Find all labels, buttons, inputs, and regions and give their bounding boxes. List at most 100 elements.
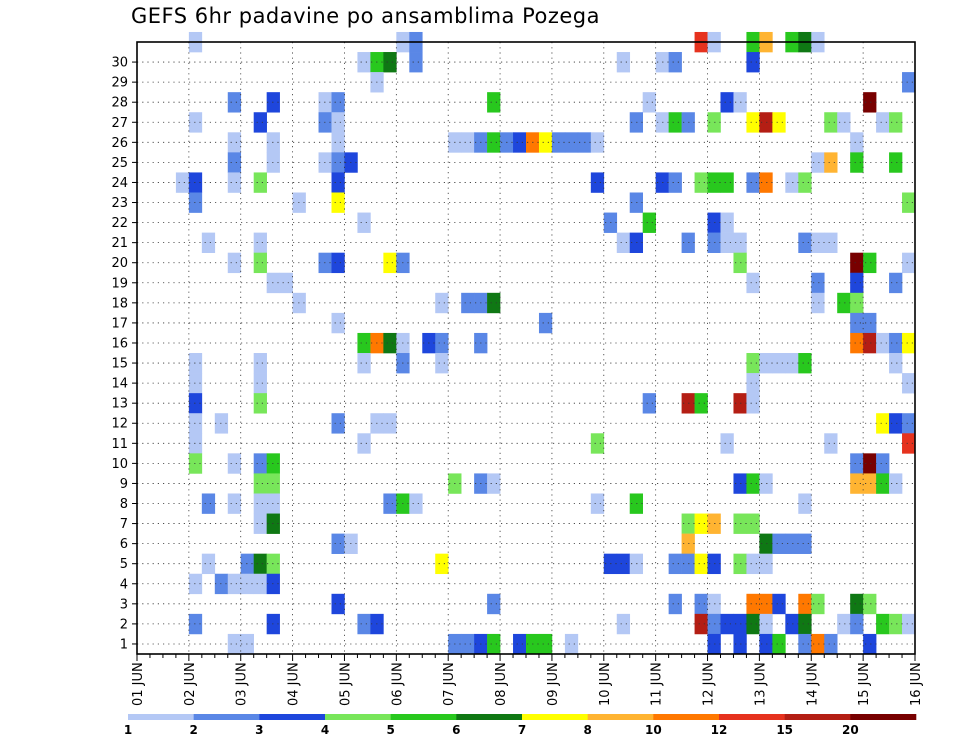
heatmap-cell (746, 373, 760, 394)
heatmap-cell (279, 272, 293, 294)
heatmap-cell (837, 112, 851, 133)
heatmap-cell (876, 613, 890, 635)
heatmap-cell (616, 553, 631, 575)
y-tick-label: 2 (120, 617, 128, 632)
heatmap-cell (759, 533, 773, 554)
colorbar-label: 3 (255, 723, 263, 737)
heatmap-cell (435, 292, 449, 314)
heatmap-cell (383, 332, 397, 354)
colorbar-legend: 1 2 3 4 5 6 7 8 10 12 15 20 (124, 714, 917, 737)
heatmap-cell (590, 172, 605, 193)
heatmap-cell (876, 112, 890, 133)
heatmap-cell (513, 633, 527, 655)
heatmap-cell (902, 192, 916, 213)
heatmap-cell (253, 232, 267, 253)
heatmap-cell (188, 112, 203, 133)
heatmap-cell (811, 232, 825, 253)
heatmap-cell (487, 473, 501, 494)
colorbar-label: 1 (124, 723, 132, 737)
y-tick-label: 15 (111, 357, 128, 372)
heatmap-cell (889, 413, 903, 434)
heatmap-cell (837, 613, 851, 635)
heatmap-cell (707, 553, 721, 575)
heatmap-cell (850, 272, 864, 294)
heatmap-cell (863, 312, 877, 334)
heatmap-cell (694, 553, 708, 575)
y-tick-label: 18 (111, 296, 128, 311)
colorbar-swatch (719, 714, 785, 720)
heatmap-cell (707, 172, 721, 193)
heatmap-cell (746, 613, 760, 635)
heatmap-cell (746, 52, 760, 73)
y-tick-label: 7 (120, 517, 128, 532)
colorbar-label: 2 (189, 723, 197, 737)
heatmap-cell (733, 232, 747, 253)
heatmap-cell (253, 252, 267, 274)
y-tick-label: 14 (111, 377, 128, 392)
x-tick-label: 15 JUN (857, 662, 872, 706)
heatmap-cell (746, 473, 760, 494)
heatmap-cell (811, 152, 825, 173)
heatmap-cell (668, 172, 682, 193)
heatmap-cell (227, 132, 242, 153)
y-tick-label: 5 (120, 557, 128, 572)
heatmap-cell (902, 332, 916, 354)
colorbar-swatch (784, 714, 851, 720)
heatmap-cell (850, 473, 864, 494)
y-tick-label: 10 (111, 457, 128, 472)
y-tick-label: 17 (111, 316, 128, 331)
heatmap-cell (902, 373, 916, 394)
heatmap-cell (876, 453, 890, 474)
heatmap-cell (227, 252, 242, 274)
y-tick-label: 28 (111, 96, 128, 111)
heatmap-cell (850, 593, 864, 615)
heatmap-cell (824, 433, 838, 454)
x-tick-label: 03 JUN (235, 662, 250, 706)
heatmap-cell (253, 373, 267, 394)
heatmap-cell (227, 92, 242, 113)
heatmap-cell (733, 613, 747, 635)
heatmap-cell (188, 613, 203, 635)
heatmap-cell (357, 52, 371, 73)
heatmap-cell (785, 533, 799, 554)
heatmap-cell (253, 473, 267, 494)
heatmap-cell (331, 312, 345, 334)
heatmap-cell (188, 393, 203, 414)
heatmap-cell (383, 52, 397, 73)
cells-layer (175, 31, 916, 655)
heatmap-cell (564, 132, 579, 153)
heatmap-cell (733, 252, 747, 274)
heatmap-cell (863, 92, 877, 113)
heatmap-cell (331, 413, 345, 434)
heatmap-cell (707, 613, 721, 635)
heatmap-cell (850, 292, 864, 314)
heatmap-cell (357, 353, 371, 374)
heatmap-cell (863, 453, 877, 474)
heatmap-cell (850, 312, 864, 334)
heatmap-cell (889, 112, 903, 133)
heatmap-cell (746, 393, 760, 414)
y-tick-label: 25 (111, 156, 128, 171)
heatmap-cell (331, 132, 345, 153)
heatmap-cell (331, 172, 345, 193)
heatmap-cell (798, 593, 812, 615)
heatmap-cell (798, 353, 812, 374)
colorbar-label: 4 (321, 723, 329, 737)
x-tick-label: 06 JUN (390, 662, 405, 706)
y-tick-label: 9 (120, 477, 128, 492)
heatmap-cell (824, 633, 838, 655)
x-tick-label: 11 JUN (650, 662, 665, 706)
colorbar-label: 10 (645, 723, 662, 737)
heatmap-cell (850, 132, 864, 153)
heatmap-cell (357, 433, 371, 454)
heatmap-cell (668, 52, 682, 73)
colorbar-label: 7 (518, 723, 526, 737)
heatmap-cell (214, 573, 229, 595)
heatmap-cell (383, 252, 397, 274)
y-tick-label: 23 (111, 196, 128, 211)
heatmap-cell (214, 413, 229, 434)
heatmap-cell (487, 132, 501, 153)
heatmap-cell (707, 112, 721, 133)
heatmap-cell (227, 633, 242, 655)
heatmap-cell (590, 433, 605, 454)
